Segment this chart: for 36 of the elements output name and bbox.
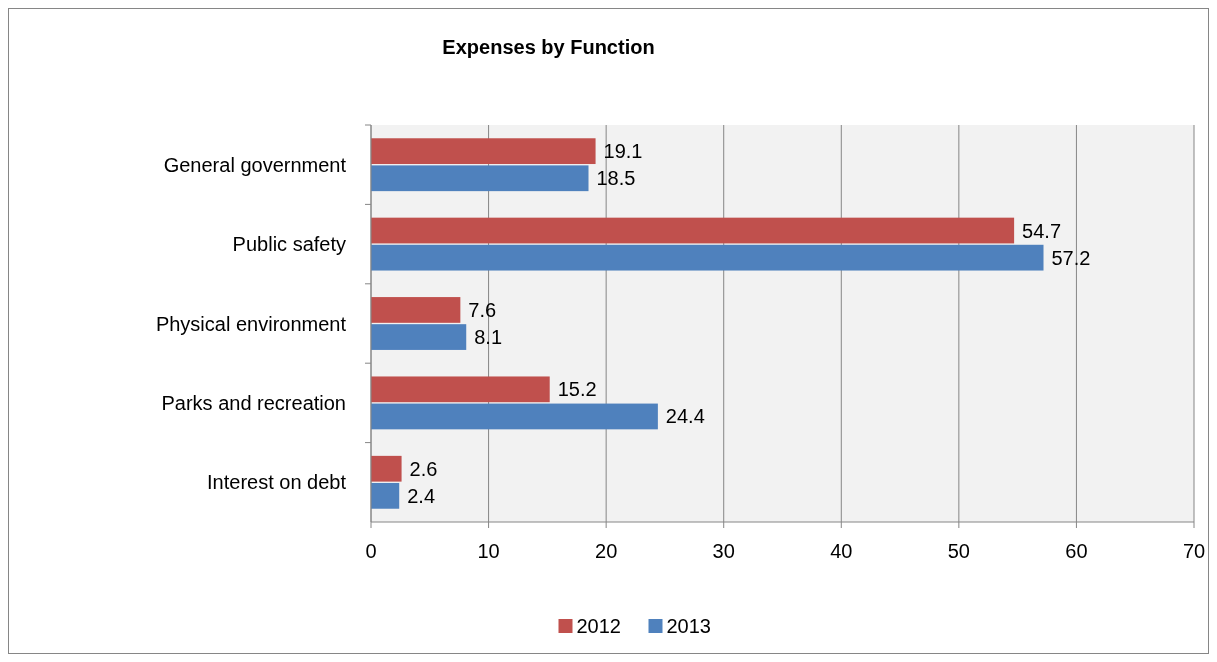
bar — [371, 376, 550, 403]
bar — [371, 297, 461, 323]
data-label: 54.7 — [1022, 219, 1062, 242]
bar — [371, 138, 596, 165]
data-label: 18.5 — [596, 167, 636, 190]
y-tick-label: Physical environment — [155, 312, 347, 335]
y-tick-label: Public safety — [232, 233, 346, 256]
data-label: 7.6 — [468, 298, 497, 321]
data-label: 2.4 — [407, 484, 436, 507]
x-tick-label: 10 — [477, 540, 500, 562]
x-tick-label: 60 — [1065, 540, 1088, 562]
legend-label: 2012 — [576, 615, 621, 637]
data-label: 24.4 — [665, 405, 705, 428]
bar — [371, 244, 1044, 271]
x-tick-label: 40 — [830, 540, 853, 562]
bar — [371, 482, 400, 509]
bar — [371, 324, 467, 350]
bar — [371, 403, 658, 430]
y-tick-label: Interest on debt — [207, 471, 347, 494]
x-tick-label: 50 — [947, 540, 970, 562]
bar — [371, 455, 402, 482]
chart-title: Expenses by Function — [442, 36, 655, 58]
data-label: 19.1 — [603, 140, 643, 163]
bar — [371, 165, 589, 192]
y-tick-label: Parks and recreation — [161, 391, 346, 414]
x-tick-label: 70 — [1182, 540, 1206, 562]
legend-label: 2013 — [666, 615, 711, 637]
data-label: 2.6 — [409, 457, 438, 480]
x-tick-label: 0 — [365, 540, 377, 562]
data-label: 57.2 — [1051, 246, 1091, 269]
x-tick-label: 30 — [712, 540, 735, 562]
y-tick-label: General government — [163, 153, 347, 176]
data-label: 15.2 — [557, 378, 597, 401]
data-label: 8.1 — [474, 326, 503, 349]
bar — [371, 217, 1015, 244]
x-tick-label: 20 — [595, 540, 618, 562]
